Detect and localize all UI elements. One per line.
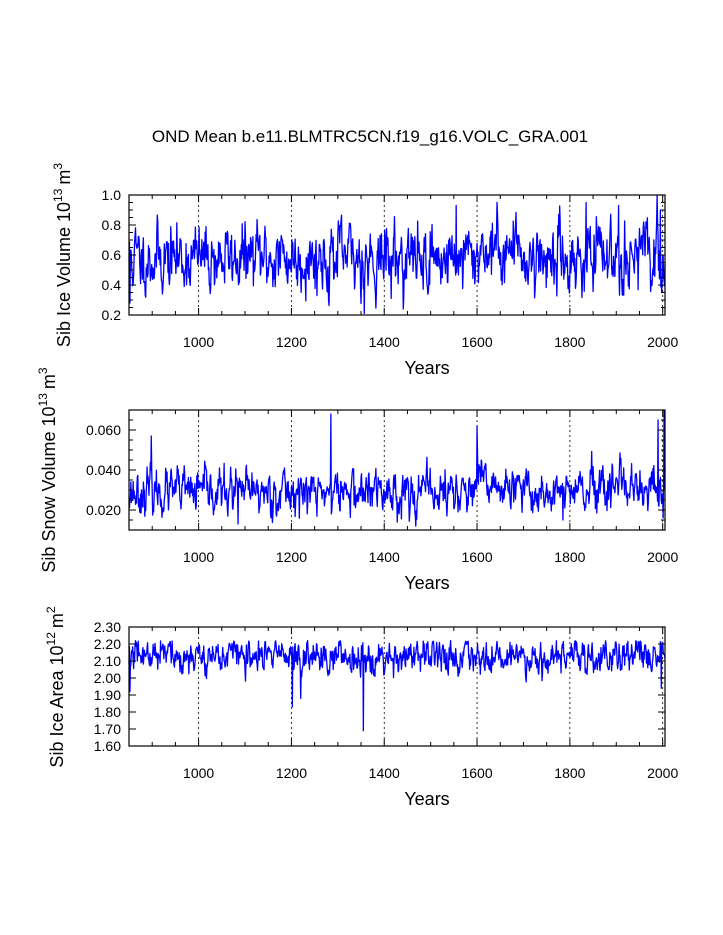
x-axis-title: Years bbox=[404, 789, 449, 809]
figure-title: OND Mean b.e11.BLMTRC5CN.f19_g16.VOLC_GR… bbox=[152, 127, 588, 146]
x-tick-label: 1200 bbox=[276, 549, 307, 565]
series-line bbox=[128, 409, 666, 527]
y-tick-label: 0.6 bbox=[102, 247, 122, 263]
y-title-main: Sib Snow Volume 10 bbox=[39, 406, 59, 572]
y-tick-label: 1.80 bbox=[94, 704, 121, 720]
y-title-exp: 12 bbox=[44, 632, 58, 646]
y-axis-title: Sib Snow Volume 1013 m3 bbox=[36, 367, 59, 572]
panel-2: 1000 1200 1400 1600 1800 2000 0.020 0.040 0.060 Y… bbox=[36, 367, 678, 593]
x-tick-label: 1600 bbox=[461, 549, 492, 565]
x-tick-label: 1600 bbox=[461, 334, 492, 350]
x-tick-label: 2000 bbox=[647, 549, 678, 565]
y-tick-label: 0.040 bbox=[86, 462, 121, 478]
y-title-unit-exp: 3 bbox=[51, 163, 65, 170]
y-title-unit: m bbox=[47, 613, 67, 628]
y-title-unit-exp: 2 bbox=[44, 606, 58, 613]
y-title-unit: m bbox=[54, 170, 74, 185]
x-tick-label: 1400 bbox=[369, 765, 400, 781]
y-title-exp: 13 bbox=[36, 393, 50, 407]
x-tick-label: 1200 bbox=[276, 765, 307, 781]
x-tick-label: 1400 bbox=[369, 334, 400, 350]
x-tick-label: 1800 bbox=[554, 334, 585, 350]
y-axis-title: Sib Ice Area 1012 m2 bbox=[44, 606, 67, 767]
y-title-unit: m bbox=[39, 374, 59, 389]
y-tick-label: 1.60 bbox=[94, 738, 121, 754]
panel-3: 1000 1200 1400 1600 1800 2000 1.601.701.801.90… bbox=[44, 606, 678, 809]
x-axis-title: Years bbox=[404, 358, 449, 378]
x-tick-label: 1200 bbox=[276, 334, 307, 350]
x-tick-label: 1800 bbox=[554, 549, 585, 565]
x-tick-label: 1000 bbox=[183, 765, 214, 781]
y-title-unit-exp: 3 bbox=[36, 367, 50, 374]
y-tick-label: 0.060 bbox=[86, 422, 121, 438]
y-title-exp: 13 bbox=[51, 188, 65, 202]
x-tick-label: 2000 bbox=[647, 334, 678, 350]
panel-1: 1000 1200 1400 1600 1800 2000 0.2 0.4 0.6 0.8 1.0 Y… bbox=[51, 163, 678, 378]
x-tick-label: 2000 bbox=[647, 765, 678, 781]
x-tick-label: 1800 bbox=[554, 765, 585, 781]
y-tick-label: 1.90 bbox=[94, 687, 121, 703]
y-title-main: Sib Ice Volume 10 bbox=[54, 202, 74, 347]
y-tick-label: 0.4 bbox=[102, 277, 122, 293]
y-axis-title: Sib Ice Volume 1013 m3 bbox=[51, 163, 74, 347]
series-line bbox=[128, 194, 666, 315]
y-tick-label: 0.020 bbox=[86, 502, 121, 518]
y-tick-label: 2.30 bbox=[94, 619, 121, 635]
y-tick-label: 2.00 bbox=[94, 670, 121, 686]
x-tick-label: 1000 bbox=[183, 334, 214, 350]
y-tick-label: 0.8 bbox=[102, 217, 122, 233]
y-tick-label: 1.0 bbox=[102, 187, 122, 203]
x-tick-label: 1600 bbox=[461, 765, 492, 781]
y-tick-label: 2.20 bbox=[94, 636, 121, 652]
x-tick-label: 1400 bbox=[369, 549, 400, 565]
x-axis-title: Years bbox=[404, 573, 449, 593]
y-tick-label: 0.2 bbox=[102, 307, 122, 323]
y-title-main: Sib Ice Area 10 bbox=[47, 645, 67, 767]
y-tick-label: 2.10 bbox=[94, 653, 121, 669]
y-tick-label: 1.70 bbox=[94, 721, 121, 737]
series-line bbox=[128, 639, 666, 732]
plot-frame bbox=[128, 626, 666, 747]
x-tick-label: 1000 bbox=[183, 549, 214, 565]
